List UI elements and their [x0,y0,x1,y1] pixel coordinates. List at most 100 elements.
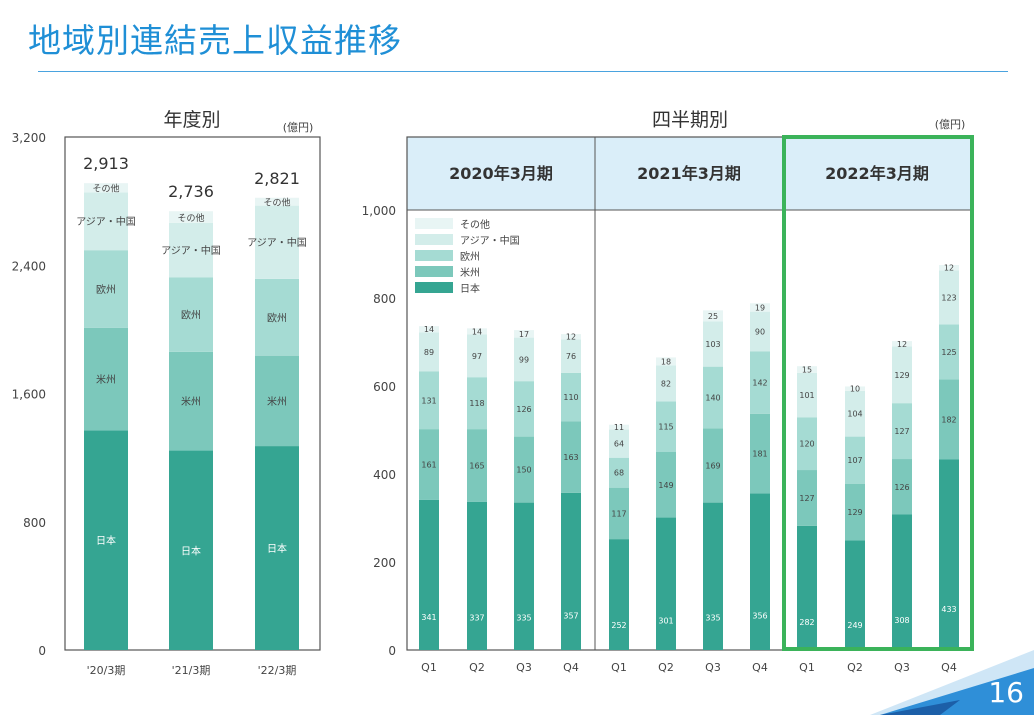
annual-segment-label: 米州 [96,373,116,386]
quarterly-bar-segment [609,429,629,458]
quarterly-bar-segment [609,539,629,650]
legend-swatch [415,250,453,261]
quarterly-bar-segment [609,457,629,488]
quarterly-data-label: 14 [472,327,482,336]
annual-segment-label: 日本 [96,534,116,547]
quarterly-bar-segment [467,429,487,502]
quarterly-data-label: 182 [941,415,956,424]
annual-segment-label: 日本 [267,542,287,555]
quarterly-bar-segment [750,311,770,352]
quarterly-header-band [407,137,972,210]
quarterly-bar-segment [561,339,581,373]
quarterly-bar-segment [845,436,865,484]
quarterly-bar-segment [514,381,534,437]
annual-bar-segment [84,250,128,328]
legend-label: 日本 [460,282,480,295]
annual-segment-label: 米州 [181,395,201,408]
quarterly-bar-segment [467,328,487,335]
quarterly-bar-segment [797,470,817,526]
quarterly-data-label: 335 [705,614,720,623]
group-header-label: 2022年3月期 [825,164,929,183]
quarterly-data-label: 140 [705,393,720,402]
highlight-box-2022 [782,135,974,651]
quarterly-chart-title: 四半期別 [652,109,728,131]
quarterly-bar-segment [892,459,912,515]
quarterly-data-label: 76 [566,352,576,361]
annual-bar-segment [255,278,299,356]
annual-xtick-label: '20/3期 [87,664,126,677]
quarterly-data-label: 12 [566,333,576,342]
annual-segment-label: アジア・中国 [161,244,221,257]
annual-bar-segment [169,277,213,352]
quarterly-data-label: 97 [472,352,482,361]
quarterly-data-label: 25 [708,312,718,321]
quarterly-bar-segment [561,421,581,493]
annual-unit-label: (億円) [283,121,314,134]
quarterly-data-label: 12 [944,264,954,273]
quarterly-ytick-label: 600 [373,380,396,394]
annual-bar-segment [255,197,299,206]
quarterly-data-label: 18 [661,357,671,366]
quarterly-bar-segment [467,377,487,430]
quarterly-data-label: 127 [799,494,814,503]
quarterly-data-label: 12 [897,340,907,349]
quarterly-data-label: 120 [799,440,814,449]
quarterly-bar-segment [703,428,723,503]
annual-bar-segment [84,183,128,193]
quarterly-xtick-label: Q1 [421,661,437,674]
annual-bar-segment [255,205,299,279]
quarterly-data-label: 301 [658,617,673,626]
legend-label: 米州 [460,266,480,279]
quarterly-data-label: 252 [611,621,626,630]
quarterly-data-label: 68 [614,469,624,478]
quarterly-bar-segment [703,310,723,322]
annual-segment-label: その他 [92,183,119,195]
corner-decoration [880,668,1034,715]
annual-ytick-label: 800 [23,516,46,530]
annual-xtick-label: '21/3期 [172,664,211,677]
quarterly-bar-segment [845,540,865,650]
quarterly-data-label: 10 [850,385,860,394]
quarterly-data-label: 433 [941,605,956,614]
quarterly-xtick-label: Q1 [799,661,815,674]
quarterly-data-label: 118 [469,399,484,408]
quarterly-data-label: 110 [563,393,578,402]
legend-swatch [415,282,453,293]
quarterly-data-label: 149 [658,481,673,490]
quarterly-bar-segment [419,371,439,430]
quarterly-data-label: 117 [611,509,626,518]
quarterly-data-label: 103 [705,340,720,349]
annual-segment-label: 欧州 [267,312,287,324]
annual-bar-segment [169,450,213,650]
quarterly-bar-segment [845,483,865,541]
legend-swatch [415,234,453,245]
quarterly-data-label: 163 [563,453,578,462]
quarterly-bar-segment [845,390,865,437]
annual-total-label: 2,821 [254,169,300,188]
quarterly-xtick-label: Q4 [563,661,579,674]
annual-segment-label: その他 [177,212,204,224]
quarterly-xtick-label: Q2 [847,661,863,674]
quarterly-xtick-label: Q3 [516,661,532,674]
quarterly-bar-segment [514,337,534,382]
annual-ytick-label: 1,600 [12,388,46,402]
legend-swatch [415,266,453,277]
quarterly-ytick-label: 200 [373,556,396,570]
quarterly-xtick-label: Q3 [894,661,910,674]
quarterly-xtick-label: Q4 [752,661,768,674]
quarterly-data-label: 123 [941,293,956,302]
quarterly-ytick-label: 0 [388,644,396,658]
quarterly-data-label: 142 [752,378,767,387]
quarterly-bar-segment [750,351,770,414]
quarterly-xtick-label: Q4 [941,661,957,674]
quarterly-bar-segment [656,401,676,452]
quarterly-bar-segment [797,366,817,373]
quarterly-data-label: 165 [469,461,484,470]
quarterly-bar-segment [419,499,439,650]
annual-segment-label: 欧州 [181,310,201,322]
annual-total-label: 2,736 [168,182,214,201]
quarterly-data-label: 341 [421,613,436,622]
quarterly-bar-segment [703,502,723,650]
quarterly-data-label: 131 [421,396,436,405]
annual-segment-label: 米州 [267,395,287,408]
